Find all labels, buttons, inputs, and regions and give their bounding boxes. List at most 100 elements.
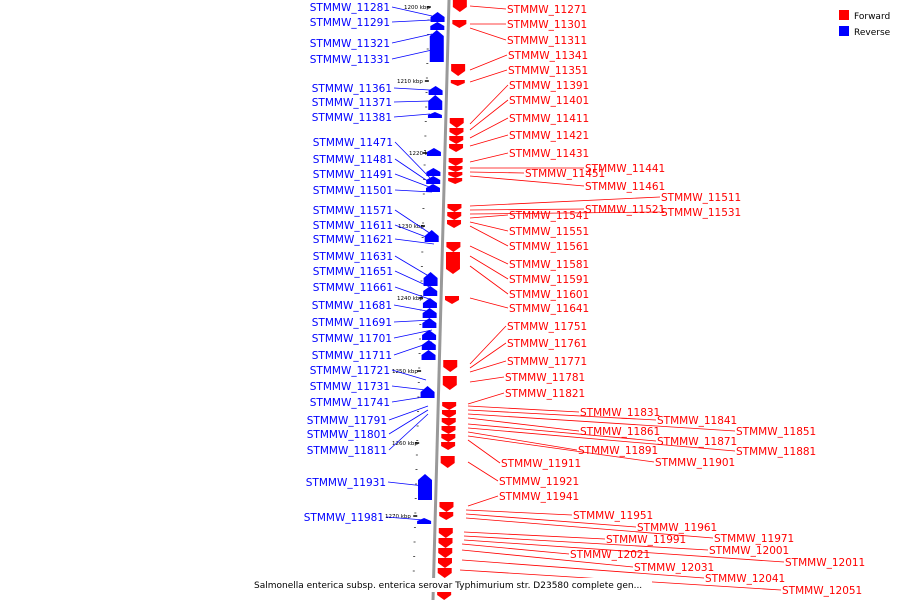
forward-gene-label: STMMW_11771 xyxy=(507,356,587,368)
forward-leader-line xyxy=(469,84,509,125)
forward-gene-label: STMMW_11961 xyxy=(637,522,717,534)
forward-gene-label: STMMW_12041 xyxy=(705,573,785,585)
forward-gene-label: STMMW_11581 xyxy=(509,259,589,271)
reverse-gene-arrow xyxy=(417,518,432,524)
forward-gene-label: STMMW_11451 xyxy=(525,168,605,180)
scale-tick-label: 1230 kbp xyxy=(398,224,424,230)
forward-gene-label: STMMW_11411 xyxy=(509,113,589,125)
forward-gene-label: STMMW_12021 xyxy=(570,549,650,561)
forward-gene-label: STMMW_11311 xyxy=(507,35,587,47)
forward-gene-arrow xyxy=(439,512,454,520)
forward-leader-line xyxy=(469,297,509,309)
forward-gene-arrow xyxy=(449,128,464,136)
forward-leader-line xyxy=(467,417,580,432)
forward-leader-line xyxy=(467,435,655,463)
reverse-gene-arrow xyxy=(425,184,440,192)
scale-tick-label: 1220 kbp xyxy=(409,151,435,157)
forward-gene-label: STMMW_11891 xyxy=(578,445,658,457)
forward-gene-arrow xyxy=(451,64,466,76)
forward-gene-label: STMMW_11641 xyxy=(509,303,589,315)
forward-leader-line xyxy=(465,517,714,539)
forward-leader-line xyxy=(461,559,705,579)
forward-gene-label: STMMW_11301 xyxy=(507,19,587,31)
forward-gene-label: STMMW_11541 xyxy=(509,210,589,222)
reverse-leader-line xyxy=(394,270,433,289)
scale-tick-label: 1240 kbp xyxy=(397,296,423,302)
reverse-gene-arrow xyxy=(426,148,441,156)
forward-leader-line xyxy=(469,376,505,383)
forward-leader-line xyxy=(469,117,509,139)
reverse-leader-line xyxy=(388,413,429,451)
forward-leader-line xyxy=(467,409,657,421)
forward-gene-arrow xyxy=(448,158,463,166)
forward-gene-label: STMMW_11921 xyxy=(499,476,579,488)
scale-tick-label: 1260 kbp xyxy=(392,441,418,447)
forward-gene-arrow xyxy=(446,242,461,252)
forward-gene-label: STMMW_11391 xyxy=(509,80,589,92)
forward-leader-line xyxy=(469,5,507,10)
reverse-gene-label: STMMW_11681 xyxy=(312,300,392,312)
forward-leader-line xyxy=(469,325,507,365)
reverse-leader-line xyxy=(393,304,433,313)
reverse-gene-label: STMMW_11611 xyxy=(313,220,393,232)
forward-leader-line xyxy=(467,405,580,413)
forward-leader-line xyxy=(469,211,661,215)
forward-gene-arrow xyxy=(449,118,464,128)
forward-gene-arrow xyxy=(441,418,456,426)
forward-leader-line xyxy=(467,423,657,442)
forward-gene-arrow xyxy=(438,528,453,538)
reverse-leader-line xyxy=(387,481,425,487)
reverse-gene-label: STMMW_11801 xyxy=(307,429,387,441)
reverse-gene-label: STMMW_11571 xyxy=(313,205,393,217)
forward-leader-line xyxy=(463,531,606,540)
reverse-gene-label: STMMW_11931 xyxy=(306,477,386,489)
forward-gene-label: STMMW_11351 xyxy=(508,65,588,77)
forward-leader-line xyxy=(461,543,570,555)
forward-gene-arrow xyxy=(448,166,463,172)
forward-gene-arrow xyxy=(441,434,456,442)
forward-leader-line xyxy=(469,152,509,163)
reverse-gene-arrow xyxy=(424,230,439,242)
reverse-gene-label: STMMW_11691 xyxy=(312,317,392,329)
forward-gene-arrow xyxy=(441,442,456,450)
forward-gene-arrow xyxy=(437,568,452,578)
forward-leader-line xyxy=(469,255,509,280)
reverse-gene-label: STMMW_11281 xyxy=(310,2,390,14)
forward-gene-label: STMMW_11461 xyxy=(585,181,665,193)
reverse-gene-arrow xyxy=(422,330,437,340)
legend: Forward Reverse xyxy=(839,10,891,38)
reverse-gene-arrow xyxy=(420,386,435,398)
reverse-gene-arrow xyxy=(422,308,437,318)
forward-gene-label: STMMW_11831 xyxy=(580,407,660,419)
forward-leader-line xyxy=(469,245,509,265)
forward-gene-label: STMMW_11901 xyxy=(655,457,735,469)
forward-gene-arrow xyxy=(449,144,464,152)
forward-leader-line xyxy=(469,214,509,219)
forward-leader-line xyxy=(469,27,507,41)
forward-leader-line xyxy=(461,549,634,568)
reverse-leader-line xyxy=(394,158,433,185)
reverse-leader-line xyxy=(391,33,433,44)
reverse-gene-arrow xyxy=(426,176,441,184)
reverse-gene-label: STMMW_11491 xyxy=(313,169,393,181)
forward-leader-line xyxy=(469,196,661,207)
forward-leader-line xyxy=(469,69,508,83)
forward-gene-arrow xyxy=(452,0,467,12)
reverse-gene-label: STMMW_11651 xyxy=(313,266,393,278)
forward-gene-arrow xyxy=(450,80,465,86)
reverse-gene-label: STMMW_11501 xyxy=(313,185,393,197)
reverse-gene-label: STMMW_11471 xyxy=(313,137,393,149)
forward-leader-line xyxy=(463,535,709,551)
forward-gene-label: STMMW_11991 xyxy=(606,534,686,546)
reverse-gene-arrow xyxy=(426,168,441,176)
forward-gene-label: STMMW_11441 xyxy=(585,163,665,175)
genome-backbone xyxy=(431,0,451,600)
legend-forward-swatch xyxy=(839,10,849,20)
reverse-gene-label: STMMW_11331 xyxy=(310,54,390,66)
forward-gene-label: STMMW_11861 xyxy=(580,426,660,438)
forward-gene-label: STMMW_11751 xyxy=(507,321,587,333)
forward-gene-arrow xyxy=(439,502,454,512)
forward-gene-arrow xyxy=(447,220,462,228)
reverse-leader-line xyxy=(385,516,425,521)
reverse-gene-label: STMMW_11371 xyxy=(312,97,392,109)
